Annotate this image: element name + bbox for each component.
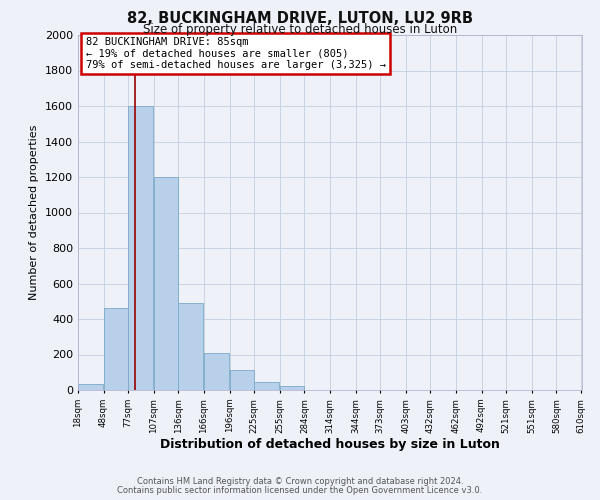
Bar: [178, 303, 203, 390]
Text: Contains HM Land Registry data © Crown copyright and database right 2024.: Contains HM Land Registry data © Crown c…: [137, 477, 463, 486]
Text: Size of property relative to detached houses in Luton: Size of property relative to detached ho…: [143, 22, 457, 36]
X-axis label: Distribution of detached houses by size in Luton: Distribution of detached houses by size …: [160, 438, 500, 451]
Bar: [78, 384, 103, 390]
Bar: [204, 352, 229, 390]
Bar: [104, 308, 128, 390]
Bar: [128, 106, 153, 390]
Y-axis label: Number of detached properties: Number of detached properties: [29, 125, 40, 300]
Text: 82, BUCKINGHAM DRIVE, LUTON, LU2 9RB: 82, BUCKINGHAM DRIVE, LUTON, LU2 9RB: [127, 11, 473, 26]
Bar: [254, 382, 279, 390]
Text: Contains public sector information licensed under the Open Government Licence v3: Contains public sector information licen…: [118, 486, 482, 495]
Bar: [230, 370, 254, 390]
Bar: [280, 386, 304, 390]
Bar: [154, 177, 178, 390]
Text: 82 BUCKINGHAM DRIVE: 85sqm
← 19% of detached houses are smaller (805)
79% of sem: 82 BUCKINGHAM DRIVE: 85sqm ← 19% of deta…: [86, 37, 386, 70]
